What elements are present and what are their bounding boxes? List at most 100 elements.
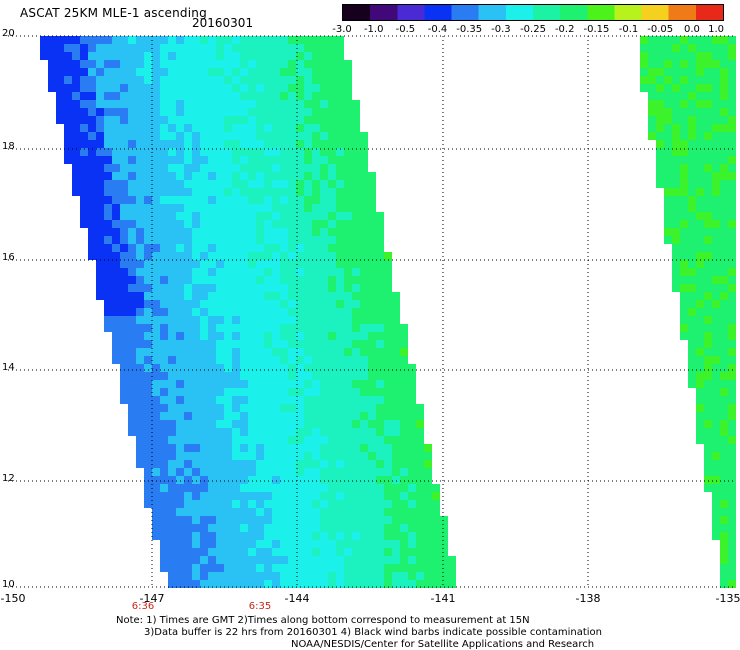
swath-cell: [688, 324, 696, 332]
swath-cell: [304, 148, 312, 156]
swath-cell: [144, 92, 152, 100]
swath-cell: [208, 196, 216, 204]
swath-cell: [712, 36, 720, 44]
swath-cell: [264, 212, 272, 220]
swath-cell: [120, 348, 128, 356]
swath-cell: [104, 180, 112, 188]
swath-cell: [728, 500, 736, 508]
swath-cell: [216, 84, 224, 92]
swath-cell: [664, 180, 672, 188]
swath-cell: [224, 396, 232, 404]
swath-cell: [368, 324, 376, 332]
swath-cell: [112, 140, 120, 148]
swath-cell: [288, 324, 296, 332]
swath-cell: [376, 236, 384, 244]
swath-cell: [248, 340, 256, 348]
swath-cell: [328, 268, 336, 276]
swath-cell: [224, 268, 232, 276]
swath-cell: [408, 396, 416, 404]
swath-cell: [320, 276, 328, 284]
swath-cell: [120, 220, 128, 228]
swath-cell: [96, 148, 104, 156]
swath-cell: [728, 524, 736, 532]
swath-cell: [296, 492, 304, 500]
swath-cell: [272, 228, 280, 236]
swath-cell: [72, 140, 80, 148]
swath-cell: [696, 268, 704, 276]
swath-cell: [88, 116, 96, 124]
swath-cell: [264, 44, 272, 52]
swath-cell: [296, 268, 304, 276]
swath-cell: [368, 476, 376, 484]
swath-cell: [264, 108, 272, 116]
swath-cell: [128, 292, 136, 300]
swath-cell: [296, 252, 304, 260]
swath-cell: [360, 316, 368, 324]
swath-cell: [336, 108, 344, 116]
swath-cell: [264, 580, 272, 588]
swath-cell: [288, 364, 296, 372]
swath-cell: [176, 92, 184, 100]
swath-cell: [176, 516, 184, 524]
swath-cell: [184, 364, 192, 372]
swath-cell: [200, 516, 208, 524]
swath-cell: [152, 188, 160, 196]
swath-cell: [184, 348, 192, 356]
swath-cell: [64, 124, 72, 132]
swath-cell: [240, 548, 248, 556]
swath-cell: [320, 404, 328, 412]
swath-cell: [328, 444, 336, 452]
swath-cell: [344, 564, 352, 572]
swath-cell: [232, 532, 240, 540]
swath-cell: [224, 508, 232, 516]
swath-cell: [704, 308, 712, 316]
swath-cell: [280, 364, 288, 372]
swath-cell: [720, 444, 728, 452]
swath-cell: [136, 364, 144, 372]
swath-cell: [272, 236, 280, 244]
swath-cell: [160, 76, 168, 84]
swath-cell: [648, 132, 656, 140]
swath-cell: [344, 76, 352, 84]
swath-cell: [272, 468, 280, 476]
swath-cell: [336, 84, 344, 92]
map-date: 20160301: [192, 16, 254, 30]
swath-cell: [704, 340, 712, 348]
swath-cell: [112, 324, 120, 332]
swath-cell: [152, 164, 160, 172]
swath-cell: [104, 156, 112, 164]
swath-cell: [296, 124, 304, 132]
swath-cell: [232, 100, 240, 108]
swath-cell: [160, 356, 168, 364]
swath-cell: [344, 388, 352, 396]
swath-cell: [344, 124, 352, 132]
swath-cell: [136, 300, 144, 308]
swath-cell: [152, 532, 160, 540]
swath-cell: [384, 444, 392, 452]
swath-cell: [224, 540, 232, 548]
swath-cell: [152, 132, 160, 140]
swath-cell: [288, 468, 296, 476]
swath-cell: [392, 388, 400, 396]
swath-cell: [120, 68, 128, 76]
swath-cell: [344, 412, 352, 420]
swath-cell: [192, 524, 200, 532]
swath-cell: [96, 132, 104, 140]
swath-cell: [256, 68, 264, 76]
swath-cell: [352, 452, 360, 460]
swath-cell: [200, 196, 208, 204]
swath-cell: [728, 476, 736, 484]
swath-cell: [320, 524, 328, 532]
swath-cell: [256, 404, 264, 412]
swath-cell: [648, 36, 656, 44]
swath-cell: [344, 244, 352, 252]
swath-cell: [688, 252, 696, 260]
swath-cell: [336, 44, 344, 52]
swath-cell: [152, 156, 160, 164]
swath-cell: [256, 436, 264, 444]
swath-cell: [264, 156, 272, 164]
swath-cell: [200, 188, 208, 196]
swath-cell: [288, 132, 296, 140]
swath-cell: [728, 332, 736, 340]
swath-cell: [120, 380, 128, 388]
